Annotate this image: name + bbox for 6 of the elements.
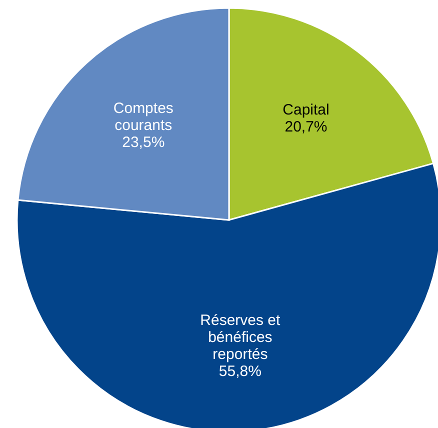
data-label: 23,5%: [122, 134, 165, 151]
slice-label: Capital: [282, 101, 330, 118]
data-label: 20,7%: [284, 118, 328, 136]
data-label: 55,8%: [218, 363, 262, 380]
slice-label: Réserves et bénéfices reportés: [200, 312, 282, 364]
slice-label: Comptes courants: [113, 100, 174, 134]
